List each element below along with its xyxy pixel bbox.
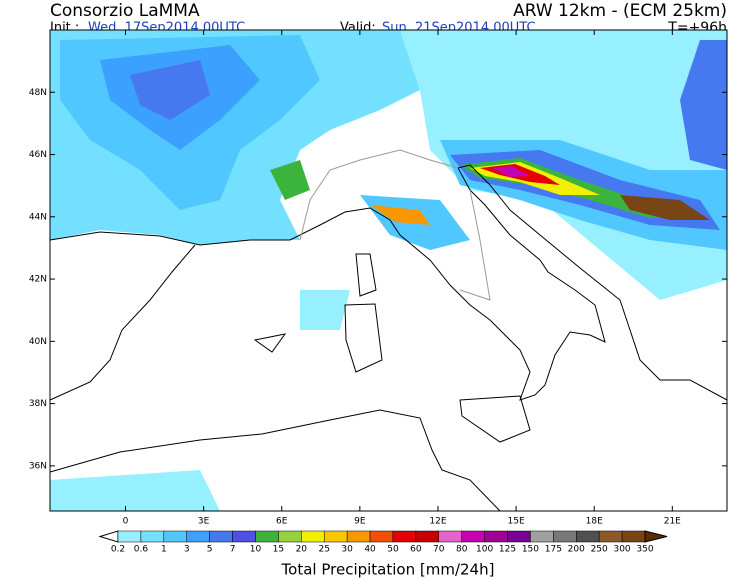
lat-tick-label: 46N <box>29 150 47 160</box>
colorbar-level-label: 100 <box>476 545 493 555</box>
colorbar-level-label: 60 <box>410 545 422 555</box>
colorbar-segment <box>301 530 325 543</box>
colorbar-level-label: 50 <box>387 545 399 555</box>
lon-tick-label: 9E <box>354 517 366 527</box>
colorbar-segment <box>530 530 554 543</box>
colorbar-level-label: 10 <box>250 545 262 555</box>
colorbar-level-label: 200 <box>568 545 585 555</box>
lon-tick-label: 21E <box>664 517 681 527</box>
lat-tick-label: 42N <box>29 275 47 285</box>
coastlines <box>49 149 728 512</box>
precip-field <box>50 30 727 511</box>
lon-tick-label: 0 <box>123 517 129 527</box>
colorbar-level-label: 0.6 <box>134 545 149 555</box>
lat-tick-label: 44N <box>29 212 47 222</box>
colorbar-level-label: 70 <box>433 545 445 555</box>
colorbar-level-label: 175 <box>545 545 562 555</box>
colorbar-level-label: 25 <box>318 545 329 555</box>
colorbar-segment <box>140 530 165 543</box>
colorbar-segment <box>255 530 279 543</box>
lon-tick-label: 6E <box>276 517 288 527</box>
colorbar-segment <box>278 530 302 543</box>
colorbar-segment <box>484 530 508 543</box>
colorbar-segment <box>415 530 440 543</box>
colorbar-level-label: 250 <box>591 545 608 555</box>
colorbar-level-label: 3 <box>184 545 190 555</box>
colorbar-segment <box>392 530 417 543</box>
lon-tick-label: 15E <box>508 517 525 527</box>
lat-tick-label: 40N <box>29 337 47 347</box>
colorbar-segment <box>576 530 600 543</box>
colorbar-segment <box>186 530 210 543</box>
colorbar-level-label: 5 <box>207 545 213 555</box>
colorbar-segment <box>598 530 623 543</box>
colorbar-level-label: 125 <box>499 545 516 555</box>
colorbar-level-label: 300 <box>613 545 630 555</box>
colorbar-segment <box>346 530 371 543</box>
lat-tick-label: 48N <box>29 88 47 98</box>
colorbar-segment <box>117 530 142 543</box>
colorbar-level-label: 7 <box>230 545 236 555</box>
model: ARW 12km - (ECM 25km) <box>513 1 727 21</box>
colorbar-segment <box>232 530 256 543</box>
colorbar-level-label: 30 <box>341 545 353 555</box>
colorbar-level-label: 350 <box>636 545 653 555</box>
lon-tick-label: 12E <box>429 517 446 527</box>
colorbar-segment <box>621 530 646 543</box>
colorbar-level-label: 0.2 <box>111 545 125 555</box>
colorbar-over <box>644 530 668 543</box>
lat-tick-label: 38N <box>29 399 47 409</box>
colorbar-level-label: 150 <box>522 545 539 555</box>
colorbar-level-label: 20 <box>296 545 308 555</box>
colorbar-level-label: 15 <box>273 545 284 555</box>
colorbar-segment <box>323 530 348 543</box>
lon-tick-label: 18E <box>586 517 603 527</box>
map-frame <box>49 29 728 512</box>
colorbar-under <box>98 530 119 543</box>
colorbar-segment <box>507 530 531 543</box>
lon-tick-label: 3E <box>198 517 210 527</box>
colorbar-segment <box>438 530 462 543</box>
colorbar-level-label: 40 <box>364 545 376 555</box>
colorbar-segment <box>461 530 485 543</box>
colorbar-segment <box>553 530 577 543</box>
colorbar-label: Total Precipitation [mm/24h] <box>281 561 495 579</box>
colorbar-level-label: 1 <box>161 545 167 555</box>
colorbar-segment <box>369 530 394 543</box>
colorbar-level-label: 80 <box>456 545 468 555</box>
colorbar-segment <box>163 530 187 543</box>
title: Consorzio LaMMA <box>50 1 200 21</box>
colorbar-segment <box>209 530 233 543</box>
lat-tick-label: 36N <box>29 461 47 471</box>
